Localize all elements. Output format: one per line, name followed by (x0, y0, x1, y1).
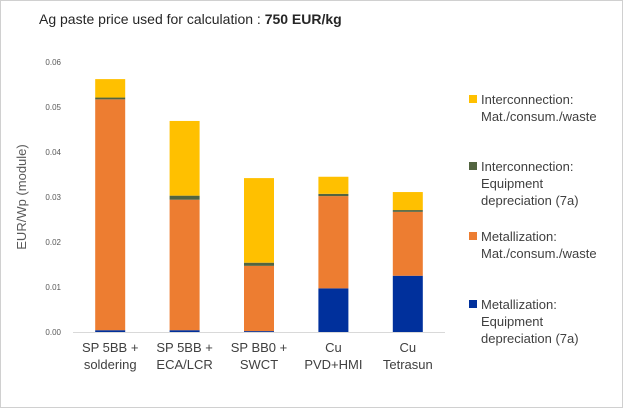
x-tick-label: SWCT (240, 357, 278, 372)
bar-segment (169, 199, 200, 331)
bar-segment (95, 79, 126, 98)
bar-segment (244, 262, 274, 266)
bar-segment (169, 330, 200, 332)
bar-segment (318, 176, 349, 194)
x-tick-label: SP 5BB + (156, 340, 213, 355)
x-tick-label: Cu (325, 340, 342, 355)
y-tick-label: 0.04 (45, 148, 61, 157)
y-tick-label: 0.02 (45, 238, 61, 247)
bar-segment (392, 275, 423, 332)
bar-segment (318, 193, 349, 197)
bar-segment (392, 210, 423, 212)
bar-segment (318, 196, 349, 289)
legend-swatch (469, 95, 477, 103)
bar-segment (169, 195, 200, 200)
legend-swatch (469, 162, 477, 170)
legend-label: Interconnection: Equipment depreciation … (481, 159, 579, 208)
bar-segment (244, 331, 274, 332)
y-axis-label: EUR/Wp (module) (14, 144, 29, 249)
bar-segment (95, 330, 126, 332)
bar-segment (318, 288, 349, 332)
x-tick-label: Cu (399, 340, 416, 355)
chart-title-prefix: Ag paste price used for calculation : (39, 11, 265, 27)
chart-title-value: 750 EUR/kg (264, 11, 342, 27)
x-tick-label: SP 5BB + (82, 340, 139, 355)
legend-swatch (469, 232, 477, 240)
y-tick-label: 0.05 (45, 103, 61, 112)
bar-segment (95, 99, 126, 331)
legend-label: Metallization: Mat./consum./waste (481, 229, 597, 261)
bar-segment (244, 178, 274, 263)
x-tick-label: Tetrasun (383, 357, 433, 372)
bar-segment (95, 97, 126, 100)
legend-label: Interconnection: Mat./consum./waste (481, 92, 597, 124)
chart-title: Ag paste price used for calculation : 75… (39, 11, 342, 27)
y-tick-label: 0.03 (45, 193, 61, 202)
bar-segment (392, 192, 423, 211)
y-tick-label: 0.00 (45, 328, 61, 337)
x-tick-label: SP BB0 + (231, 340, 288, 355)
bar-segment (169, 120, 200, 196)
bar-segment (392, 211, 423, 276)
x-tick-label: ECA/LCR (156, 357, 212, 372)
y-tick-label: 0.01 (45, 283, 61, 292)
legend-swatch (469, 300, 477, 308)
bar-segment (244, 265, 274, 332)
x-tick-label: soldering (84, 357, 137, 372)
legend-label: Metallization: Equipment depreciation (7… (481, 297, 579, 346)
y-tick-label: 0.06 (45, 58, 61, 67)
x-tick-label: PVD+HMI (304, 357, 362, 372)
